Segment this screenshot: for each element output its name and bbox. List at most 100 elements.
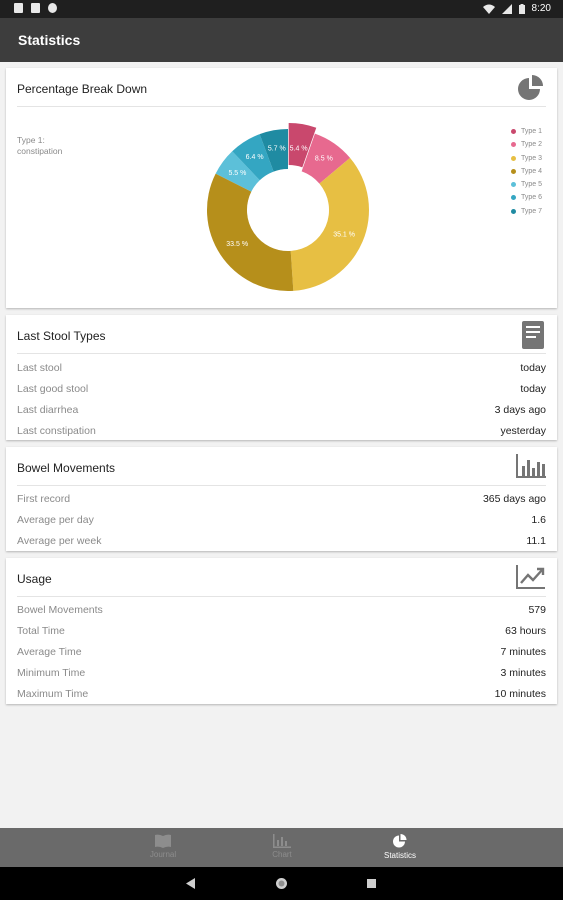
stat-value: yesterday xyxy=(500,425,546,437)
slice-value-label: 5.4 % xyxy=(290,145,308,152)
stat-value: 579 xyxy=(528,604,546,616)
pie-slice-type-3[interactable] xyxy=(290,157,369,291)
selected-slice-label: Type 1: xyxy=(17,135,45,145)
stat-row-average-time: Average Time 7 minutes xyxy=(17,646,546,660)
stat-value: today xyxy=(520,362,546,374)
chart-icon xyxy=(273,834,291,848)
legend-item: Type 2 xyxy=(511,138,542,151)
stat-label: Last stool xyxy=(17,362,62,374)
status-right: 8:20 xyxy=(482,3,551,14)
nav-item-statistics[interactable]: Statistics xyxy=(345,828,455,867)
bottom-navigation: Journal Chart Statistics xyxy=(0,828,563,867)
stat-value: today xyxy=(520,383,546,395)
legend-swatch xyxy=(511,155,516,161)
app-bar: Statistics xyxy=(0,18,563,62)
pie-chart-icon xyxy=(518,75,543,100)
stat-label: Total Time xyxy=(17,625,65,637)
slice-value-label: 35.1 % xyxy=(333,231,355,238)
stat-value: 10 minutes xyxy=(494,688,546,700)
page-title: Statistics xyxy=(18,32,81,48)
notification-icon xyxy=(14,3,23,13)
stat-label: Average per week xyxy=(17,535,102,547)
legend-item: Type 4 xyxy=(511,165,542,178)
stat-label: First record xyxy=(17,493,71,505)
pie-slice-type-4[interactable] xyxy=(207,173,294,291)
home-icon[interactable] xyxy=(275,877,288,890)
system-navigation-bar xyxy=(0,867,563,900)
breakdown-divider xyxy=(17,106,546,107)
legend-swatch xyxy=(511,195,516,201)
stat-label: Bowel Movements xyxy=(17,604,103,616)
stat-label: Last diarrhea xyxy=(17,404,79,416)
pie-slice-type-2[interactable] xyxy=(301,133,351,184)
book-icon xyxy=(522,321,544,349)
stat-value: 7 minutes xyxy=(500,646,546,658)
stool-types-divider xyxy=(17,353,546,354)
nav-label-journal: Journal xyxy=(149,850,177,859)
donut-hole xyxy=(251,173,325,247)
breakdown-card: Percentage Break Down Type 1: constipati… xyxy=(6,68,557,308)
breakdown-donut-chart[interactable]: 5.4 % 8.5 % 35.1 % 33.5 % 5.5 % 6.4 % 5.7 % xyxy=(198,120,378,300)
trending-up-icon xyxy=(516,565,545,589)
legend-label: Type 7 xyxy=(521,207,543,215)
bowel-movements-title: Bowel Movements xyxy=(17,461,116,475)
stat-label: Minimum Time xyxy=(17,667,86,679)
status-left xyxy=(14,3,57,13)
bar-chart-icon xyxy=(516,454,546,478)
slice-value-label: 6.4 % xyxy=(246,154,264,161)
stat-label: Maximum Time xyxy=(17,688,89,700)
chart-legend: Type 1 Type 2 Type 3 Type 4 Type 5 Type 6 Type… xyxy=(511,125,542,218)
usage-divider xyxy=(17,596,546,597)
wifi-icon xyxy=(482,4,495,14)
status-time: 8:20 xyxy=(531,3,551,14)
signal-icon xyxy=(501,3,512,14)
legend-label: Type 6 xyxy=(521,194,543,202)
usage-title: Usage xyxy=(17,572,52,586)
slice-value-label: 5.5 % xyxy=(228,170,246,177)
legend-label: Type 4 xyxy=(521,167,543,175)
stat-label: Average per day xyxy=(17,514,94,526)
selected-slice-info: Type 1: constipation xyxy=(17,135,62,157)
legend-item: Type 6 xyxy=(511,191,542,204)
recents-icon[interactable] xyxy=(367,879,376,888)
slice-value-label: 5.7 % xyxy=(268,146,286,153)
pie-chart-icon xyxy=(393,834,407,848)
legend-swatch xyxy=(511,142,516,148)
stool-types-title: Last Stool Types xyxy=(17,329,106,343)
stat-row-bowel-movements: Bowel Movements 579 xyxy=(17,604,546,618)
stat-label: Last good stool xyxy=(17,383,89,395)
stat-value: 3 minutes xyxy=(500,667,546,679)
pie-slice-type-1[interactable] xyxy=(288,123,317,168)
stat-row-first-record: First record 365 days ago xyxy=(17,493,546,507)
legend-swatch xyxy=(511,168,516,174)
stat-row-maximum-time: Maximum Time 10 minutes xyxy=(17,688,546,702)
stat-row-last-good-stool: Last good stool today xyxy=(17,383,546,397)
legend-label: Type 2 xyxy=(521,141,543,149)
pie-slice-type-5[interactable] xyxy=(215,151,260,192)
breakdown-title: Percentage Break Down xyxy=(17,82,148,96)
stat-value: 3 days ago xyxy=(494,404,546,416)
legend-label: Type 3 xyxy=(521,154,543,162)
stat-value: 365 days ago xyxy=(482,493,546,505)
nav-item-chart[interactable]: Chart xyxy=(227,828,337,867)
back-icon[interactable] xyxy=(186,878,196,889)
legend-swatch xyxy=(511,129,516,134)
stat-row-total-time: Total Time 63 hours xyxy=(17,625,546,639)
legend-item: Type 7 xyxy=(511,205,542,218)
stool-types-card: Last Stool Types Last stool today Last g… xyxy=(6,315,557,440)
settings-icon xyxy=(48,3,57,13)
legend-item: Type 5 xyxy=(511,178,542,191)
stat-value: 63 hours xyxy=(505,625,546,637)
pie-slice-type-7[interactable] xyxy=(259,129,288,172)
bowel-movements-divider xyxy=(17,485,546,486)
pie-slice-type-6[interactable] xyxy=(232,134,274,181)
nav-label-statistics: Statistics xyxy=(383,851,416,860)
book-open-icon xyxy=(155,834,171,848)
nav-label-chart: Chart xyxy=(272,850,292,859)
stat-row-last-constipation: Last constipation yesterday xyxy=(17,425,546,439)
nav-item-journal[interactable]: Journal xyxy=(108,828,218,867)
legend-swatch xyxy=(511,208,516,214)
status-bar: 8:20 xyxy=(0,0,563,18)
stat-row-average-per-week: Average per week 11.1 xyxy=(17,535,546,549)
bowel-movements-card: Bowel Movements First record 365 days ag… xyxy=(6,447,557,551)
